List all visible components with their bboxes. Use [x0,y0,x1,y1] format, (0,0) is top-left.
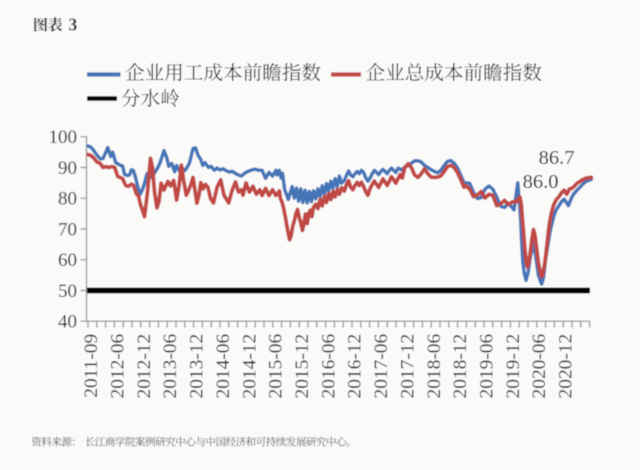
svg-text:50: 50 [58,281,77,302]
svg-text:2012-06: 2012-06 [108,334,129,399]
svg-text:86.7: 86.7 [539,147,575,169]
svg-text:40: 40 [58,312,77,333]
svg-text:2016-06: 2016-06 [318,334,339,399]
svg-text:2014-12: 2014-12 [239,334,260,399]
svg-text:2017-12: 2017-12 [397,334,418,399]
svg-text:2020-12: 2020-12 [556,334,577,399]
svg-text:60: 60 [58,250,77,271]
svg-text:2011-09: 2011-09 [81,334,102,398]
svg-text:2012-12: 2012-12 [134,334,155,399]
svg-text:2019-12: 2019-12 [503,334,524,399]
svg-text:2014-06: 2014-06 [213,334,234,399]
svg-text:2018-12: 2018-12 [450,334,471,399]
svg-text:3: 3 [69,15,78,35]
svg-text:2015-06: 2015-06 [266,334,287,399]
svg-text:2018-06: 2018-06 [424,334,445,399]
svg-text:2017-06: 2017-06 [371,334,392,399]
svg-text:2015-12: 2015-12 [292,334,313,399]
svg-text:90: 90 [58,158,77,179]
svg-text:70: 70 [58,219,77,240]
svg-text:100: 100 [49,127,78,148]
svg-text:2020-06: 2020-06 [529,334,550,399]
svg-text:2013-12: 2013-12 [187,334,208,399]
svg-text:2019-06: 2019-06 [477,334,498,399]
svg-text:2016-12: 2016-12 [345,334,366,399]
svg-text:86.0: 86.0 [523,171,559,193]
svg-text:2013-06: 2013-06 [160,334,181,399]
svg-text:80: 80 [58,189,77,210]
